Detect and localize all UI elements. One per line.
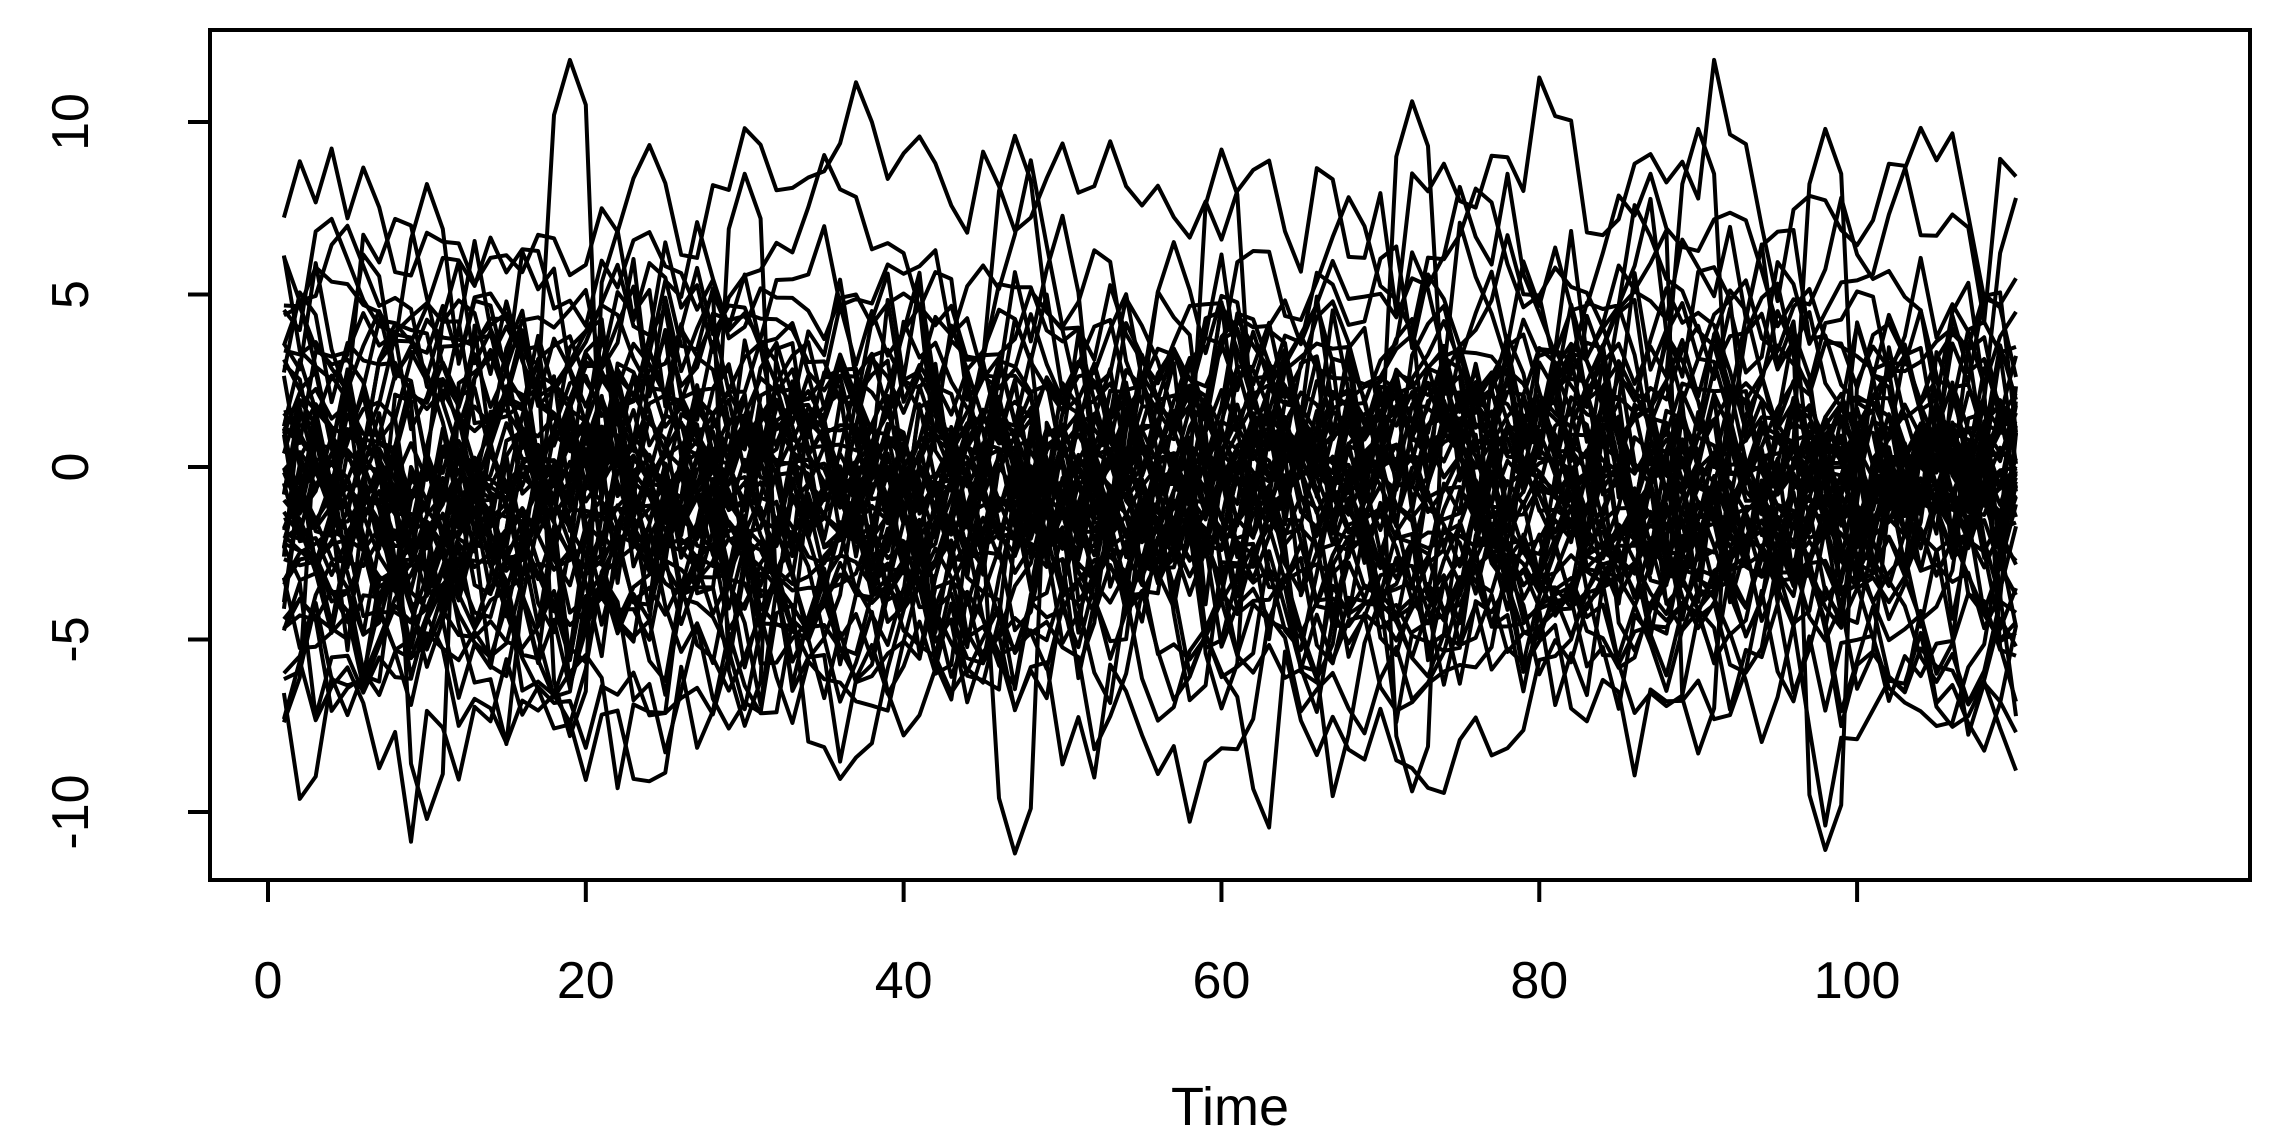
series-line-51 (282, 220, 2018, 515)
y-axis: -10 -5 0 5 10 (42, 93, 212, 850)
x-tick-label: 80 (1510, 952, 1568, 1010)
series-line-57 (282, 311, 2018, 570)
x-axis-title: Time (1171, 1077, 1289, 1136)
series-line-60 (281, 303, 2018, 606)
x-tick-label: 60 (1193, 952, 1251, 1010)
x-tick-label: 0 (254, 952, 283, 1010)
series-line-37 (281, 431, 2018, 650)
series-line-43 (281, 255, 2018, 517)
y-tick-label: 0 (42, 453, 100, 482)
y-tick-label: -10 (42, 774, 100, 849)
x-axis: 0 20 40 60 80 100 (254, 878, 1901, 1010)
y-tick-label: 10 (42, 93, 100, 151)
x-tick-label: 100 (1814, 952, 1901, 1010)
series-line-47 (281, 466, 2017, 781)
series-line-48 (283, 359, 2018, 601)
series-line-46 (282, 372, 2018, 653)
y-tick-label: 5 (42, 280, 100, 309)
series-line-58 (281, 392, 2018, 683)
series-line-8 (281, 57, 2018, 324)
series-line-59 (282, 203, 2018, 529)
series-line-49 (283, 451, 2018, 695)
x-tick-label: 20 (557, 952, 615, 1010)
y-tick-label: -5 (42, 616, 100, 662)
x-tick-label: 40 (875, 952, 933, 1010)
series-lines (281, 57, 2018, 856)
